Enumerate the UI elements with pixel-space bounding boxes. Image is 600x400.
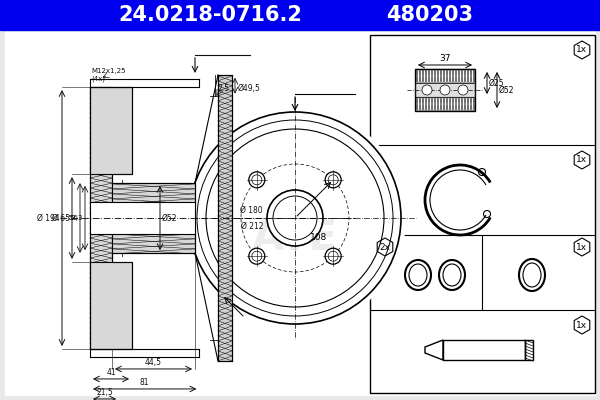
Text: 2,5: 2,5 [217, 84, 229, 93]
Text: 52,3: 52,3 [67, 215, 83, 221]
Text: Ø52: Ø52 [499, 86, 515, 94]
Text: 81: 81 [140, 378, 149, 387]
Polygon shape [90, 262, 132, 349]
Circle shape [184, 107, 406, 329]
Circle shape [440, 85, 450, 95]
Text: Ø52: Ø52 [162, 214, 178, 222]
Polygon shape [425, 340, 443, 360]
Text: 1x: 1x [577, 156, 587, 164]
Text: 21,5: 21,5 [96, 388, 113, 397]
Text: Ø 180: Ø 180 [240, 206, 263, 214]
Circle shape [249, 248, 265, 264]
Text: Ø49,5: Ø49,5 [238, 84, 261, 93]
Polygon shape [90, 202, 195, 234]
Text: Ø 65: Ø 65 [52, 214, 70, 222]
Bar [443, 340, 525, 360]
Text: 1x: 1x [577, 242, 587, 252]
Ellipse shape [521, 261, 543, 289]
Polygon shape [90, 87, 112, 349]
Circle shape [325, 248, 341, 264]
Bar [415, 83, 475, 97]
Text: (4x): (4x) [91, 76, 105, 82]
Text: 1x: 1x [577, 320, 587, 330]
Circle shape [458, 85, 468, 95]
Circle shape [249, 172, 265, 188]
Bar [415, 69, 475, 111]
Text: Ø25: Ø25 [489, 78, 505, 88]
Text: 480203: 480203 [386, 5, 473, 25]
Text: 44,5: 44,5 [145, 358, 162, 367]
Text: 108: 108 [310, 234, 327, 242]
Text: 56: 56 [69, 215, 78, 221]
Text: Ø 194: Ø 194 [37, 214, 60, 222]
Text: 41: 41 [106, 368, 116, 377]
Bar [525, 340, 533, 360]
Text: ATE: ATE [252, 217, 338, 259]
Text: 37: 37 [439, 54, 451, 63]
Circle shape [422, 85, 432, 95]
Polygon shape [218, 75, 232, 361]
Circle shape [267, 190, 323, 246]
Text: 1x: 1x [577, 46, 587, 54]
Circle shape [325, 172, 341, 188]
Text: Ø 212: Ø 212 [241, 222, 263, 230]
Text: 2x: 2x [380, 242, 391, 252]
Bar [0, 0, 600, 30]
Bar [370, 35, 595, 393]
Text: M12x1,25: M12x1,25 [91, 68, 125, 74]
Polygon shape [112, 183, 195, 253]
Polygon shape [90, 87, 132, 174]
Bar [416, 83, 474, 97]
Text: 24.0218-0716.2: 24.0218-0716.2 [118, 5, 302, 25]
